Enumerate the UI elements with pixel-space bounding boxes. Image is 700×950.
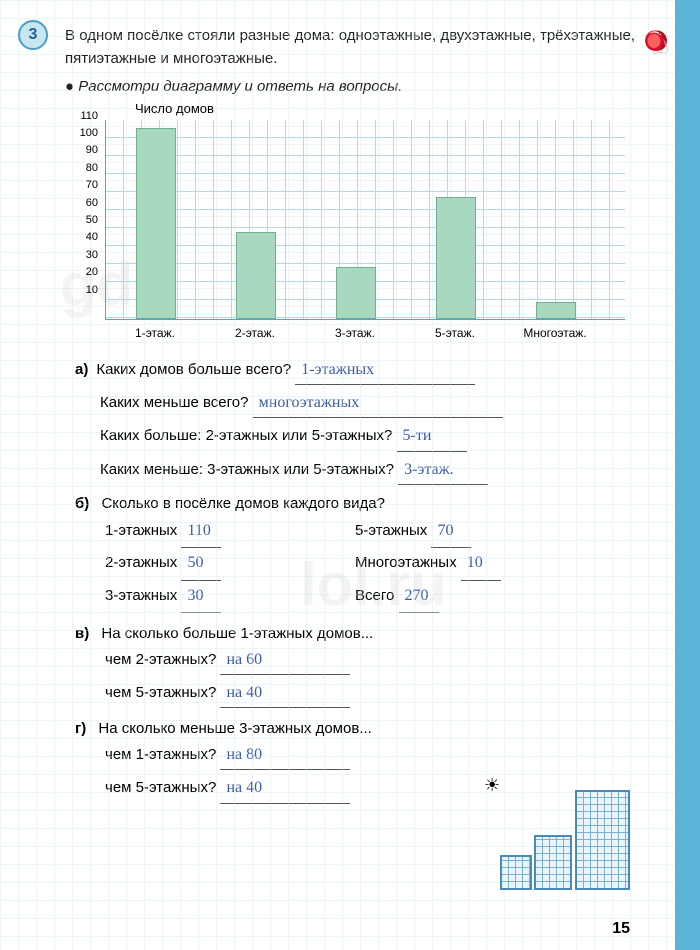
intro-text: В одном посёлке стояли разные дома: одно…: [65, 25, 635, 70]
y-tick-label: 30: [86, 249, 98, 261]
answer-blank[interactable]: 5-ти: [397, 422, 467, 451]
y-tick-label: 70: [86, 179, 98, 191]
item-label: 3-этажных: [105, 587, 177, 604]
buildings-illustration: ☀: [490, 770, 630, 890]
question-text: чем 1-этажных?: [105, 742, 216, 768]
y-tick-label: 20: [86, 266, 98, 278]
item-label: 5-этажных: [355, 522, 427, 539]
question-d-title: г) На сколько меньше 3-этажных домов...: [75, 720, 635, 737]
question-a-3: Каких больше: 2-этажных или 5-этажных? 5…: [100, 422, 635, 451]
question-text: Каких меньше: 3-этажных или 5-этажных?: [100, 457, 394, 483]
x-tick-label: 2-этаж.: [235, 326, 275, 340]
x-tick-label: 5-этаж.: [435, 326, 475, 340]
question-text: чем 5-этажных?: [105, 775, 216, 801]
y-tick-label: 110: [80, 110, 98, 122]
answer-blank[interactable]: на 40: [220, 774, 350, 803]
chart-bar: [336, 267, 376, 319]
item-label: Многоэтажных: [355, 554, 457, 571]
answer-blank[interactable]: на 60: [220, 646, 350, 675]
x-tick-label: 3-этаж.: [335, 326, 375, 340]
question-text: чем 2-этажных?: [105, 647, 216, 673]
page-number: 15: [612, 920, 630, 938]
answer-blank[interactable]: на 40: [220, 679, 350, 708]
section-label-d: г): [75, 720, 86, 737]
small-building-icon: [500, 855, 532, 890]
item-label: 1-этажных: [105, 522, 177, 539]
chart-bar: [536, 302, 576, 319]
y-tick-label: 100: [80, 127, 98, 139]
y-tick-label: 50: [86, 214, 98, 226]
section-label-c: в): [75, 625, 89, 642]
y-tick-label: 40: [86, 231, 98, 243]
answer-blank[interactable]: 1-этажных: [295, 356, 475, 385]
question-text: На сколько больше 1-этажных домов...: [101, 625, 373, 642]
answer-blank[interactable]: 270: [399, 581, 439, 613]
toy-icon: 🪀: [643, 30, 670, 56]
question-text: Каких больше: 2-этажных или 5-этажных?: [100, 423, 392, 449]
workbook-page: gdz lol.ru 3 🪀 В одном посёлке стояли ра…: [0, 0, 700, 950]
section-label-b: б): [75, 495, 89, 512]
question-c-1: чем 2-этажных? на 60: [105, 646, 635, 675]
chart-bar: [236, 232, 276, 319]
x-axis-labels: 1-этаж. 2-этаж. 3-этаж. 5-этаж. Многоэтаж.: [105, 326, 625, 346]
chart-bar: [136, 128, 176, 319]
chart-y-axis-title: Число домов: [135, 101, 625, 116]
answer-blank[interactable]: 30: [181, 581, 221, 613]
y-axis-labels: 102030405060708090100110: [74, 120, 102, 319]
sun-icon: ☀: [484, 775, 500, 796]
question-text: чем 5-этажных?: [105, 680, 216, 706]
item-label: Всего: [355, 587, 394, 604]
bar-chart: Число домов 102030405060708090100110 1-э…: [105, 101, 625, 346]
answer-grid-b: 1-этажных 110 5-этажных 70 2-этажных 50 …: [105, 516, 635, 613]
y-tick-label: 10: [86, 284, 98, 296]
x-tick-label: Многоэтаж.: [523, 326, 586, 340]
x-tick-label: 1-этаж.: [135, 326, 175, 340]
answer-blank[interactable]: 10: [461, 548, 501, 580]
answer-blank[interactable]: 3-этаж.: [398, 456, 488, 485]
question-text: Сколько в посёлке домов каждого вида?: [101, 495, 385, 512]
question-c-title: в) На сколько больше 1-этажных домов...: [75, 625, 635, 642]
answer-blank[interactable]: 70: [431, 516, 471, 548]
instruction-bullet: Рассмотри диаграмму и ответь на вопросы.: [65, 78, 635, 95]
question-text: Каких домов больше всего?: [96, 357, 291, 383]
question-a-1: а) Каких домов больше всего? 1-этажных: [75, 356, 635, 385]
task-number-badge: 3: [18, 20, 48, 50]
answer-blank[interactable]: 50: [181, 548, 221, 580]
section-label-a: а): [75, 357, 88, 383]
item-label: 2-этажных: [105, 554, 177, 571]
question-a-4: Каких меньше: 3-этажных или 5-этажных? 3…: [100, 456, 635, 485]
answer-blank[interactable]: 110: [181, 516, 221, 548]
question-c-2: чем 5-этажных? на 40: [105, 679, 635, 708]
answer-blank[interactable]: на 80: [220, 741, 350, 770]
question-d-1: чем 1-этажных? на 80: [105, 741, 635, 770]
y-tick-label: 80: [86, 162, 98, 174]
question-text: На сколько меньше 3-этажных домов...: [98, 720, 371, 737]
answer-blank[interactable]: многоэтажных: [253, 389, 503, 418]
y-tick-label: 90: [86, 144, 98, 156]
question-b-title: б) Сколько в посёлке домов каждого вида?: [75, 495, 635, 512]
mid-building-icon: [534, 835, 572, 890]
question-text: Каких меньше всего?: [100, 390, 248, 416]
chart-bar: [436, 197, 476, 319]
question-a-2: Каких меньше всего? многоэтажных: [100, 389, 635, 418]
chart-area: 102030405060708090100110: [105, 120, 625, 320]
tall-building-icon: [575, 790, 630, 890]
y-tick-label: 60: [86, 197, 98, 209]
